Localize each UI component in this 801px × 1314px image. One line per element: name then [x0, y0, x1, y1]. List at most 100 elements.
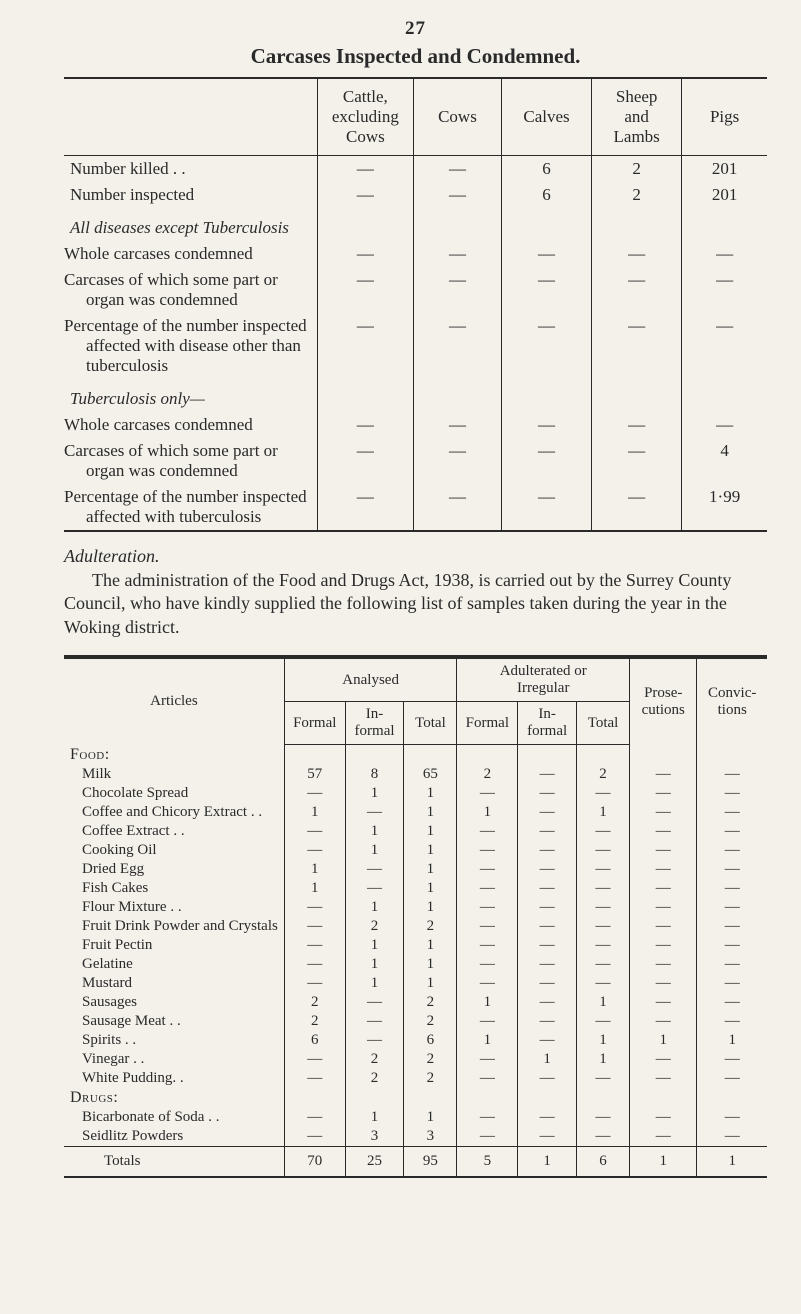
t2-col-total-2: Total	[577, 702, 630, 745]
t2-cell: —	[697, 1012, 767, 1031]
t2-cell: 1	[345, 1108, 404, 1127]
t2-cell: —	[697, 803, 767, 822]
t1-row-label: Percentage of the number inspected affec…	[64, 313, 317, 379]
t1-cell: —	[682, 241, 767, 267]
page: 27 Carcases Inspected and Condemned. Cat…	[0, 0, 801, 1314]
t2-cell: —	[577, 1127, 630, 1147]
t2-totals-cell: 5	[457, 1146, 518, 1177]
t2-cell: —	[457, 1108, 518, 1127]
t2-cell: 1	[404, 898, 457, 917]
t2-cell: —	[345, 1031, 404, 1050]
t1-cell: 2	[592, 182, 682, 208]
t1-cell: —	[592, 484, 682, 531]
t1-cell: —	[592, 438, 682, 484]
t2-cell: —	[457, 784, 518, 803]
carcases-table: Cattle,excludingCows Cows Calves Sheepan…	[64, 77, 767, 532]
t1-cell: —	[317, 412, 413, 438]
t2-cell: —	[457, 974, 518, 993]
t1-row-label: Number killed . .	[64, 156, 317, 183]
t2-cell: 1	[404, 841, 457, 860]
t2-cell: —	[284, 784, 345, 803]
t1-row-label: Carcases of which some part or organ was…	[64, 267, 317, 313]
t2-cell: —	[518, 1012, 577, 1031]
t1-cell: —	[682, 267, 767, 313]
adulteration-heading: Adulteration.	[64, 546, 767, 567]
t1-cell: 201	[682, 156, 767, 183]
t2-cell: —	[457, 860, 518, 879]
t2-totals-cell: 6	[577, 1146, 630, 1177]
t2-cell: —	[345, 879, 404, 898]
t1-cell: —	[413, 484, 501, 531]
t2-cell: —	[630, 898, 697, 917]
t2-cell: 1	[577, 1050, 630, 1069]
page-number: 27	[64, 18, 767, 40]
t2-row-label: Gelatine	[64, 955, 284, 974]
t2-cell: —	[697, 1050, 767, 1069]
t2-cell: —	[284, 822, 345, 841]
t2-group-adulterated: Adulterated orIrregular	[457, 659, 630, 702]
t2-cell: —	[630, 822, 697, 841]
t1-cell: —	[501, 313, 591, 379]
t2-cell: —	[457, 822, 518, 841]
t1-cell: —	[317, 484, 413, 531]
t2-cell: —	[630, 1069, 697, 1088]
t2-cell: 3	[404, 1127, 457, 1147]
t2-cell: 1	[404, 955, 457, 974]
t2-cell: —	[577, 1012, 630, 1031]
t1-section-heading: Tuberculosis only—	[64, 379, 317, 412]
t2-cell: —	[697, 784, 767, 803]
t1-cell: —	[501, 412, 591, 438]
t2-cell: 2	[404, 1050, 457, 1069]
t2-cell: —	[630, 803, 697, 822]
t2-totals-cell: 1	[518, 1146, 577, 1177]
t2-row-label: Milk	[64, 765, 284, 784]
t1-cell: —	[592, 241, 682, 267]
t2-col-informal-1: In-formal	[345, 702, 404, 745]
page-title: Carcases Inspected and Condemned.	[64, 44, 767, 69]
t2-totals-cell: 1	[630, 1146, 697, 1177]
t2-totals-label: Totals	[64, 1146, 284, 1177]
t1-cell: —	[501, 267, 591, 313]
t1-row-label: Number inspected	[64, 182, 317, 208]
t2-cell: —	[518, 1031, 577, 1050]
t2-cell: 1	[345, 784, 404, 803]
t2-cell: —	[630, 955, 697, 974]
t2-cell: —	[697, 974, 767, 993]
t1-col-cows: Cows	[413, 78, 501, 156]
t2-row-label: White Pudding. .	[64, 1069, 284, 1088]
t2-col-formal-1: Formal	[284, 702, 345, 745]
t2-cell: 1	[345, 955, 404, 974]
t2-cell: —	[518, 879, 577, 898]
t2-cell: —	[518, 841, 577, 860]
t2-cell: 1	[630, 1031, 697, 1050]
t2-cell: 1	[345, 898, 404, 917]
t2-row-label: Fruit Drink Powder and Crystals	[64, 917, 284, 936]
t1-col-cattle: Cattle,excludingCows	[317, 78, 413, 156]
t2-totals-cell: 95	[404, 1146, 457, 1177]
t2-cell: 2	[345, 917, 404, 936]
t2-totals-cell: 1	[697, 1146, 767, 1177]
t1-cell: —	[413, 438, 501, 484]
t2-cell: —	[284, 917, 345, 936]
t2-cell: —	[577, 1069, 630, 1088]
t2-cell: —	[630, 765, 697, 784]
t2-col-formal-2: Formal	[457, 702, 518, 745]
t2-cell: —	[457, 879, 518, 898]
t1-cell: 4	[682, 438, 767, 484]
t2-cell: —	[457, 1127, 518, 1147]
t2-col-convictions: Convic-tions	[697, 659, 767, 745]
t2-col-articles: Articles	[64, 659, 284, 745]
t2-group-analysed: Analysed	[284, 659, 457, 702]
t2-cell: —	[697, 936, 767, 955]
t1-cell: —	[501, 241, 591, 267]
t2-cell: 1	[457, 1031, 518, 1050]
t2-row-label: Fish Cakes	[64, 879, 284, 898]
t2-cell: 1	[404, 879, 457, 898]
t2-cell: 6	[284, 1031, 345, 1050]
t2-cell: —	[697, 879, 767, 898]
t2-cell: —	[518, 955, 577, 974]
t2-cell: —	[518, 1069, 577, 1088]
t2-row-label: Dried Egg	[64, 860, 284, 879]
t2-cell: 65	[404, 765, 457, 784]
t2-totals-cell: 25	[345, 1146, 404, 1177]
